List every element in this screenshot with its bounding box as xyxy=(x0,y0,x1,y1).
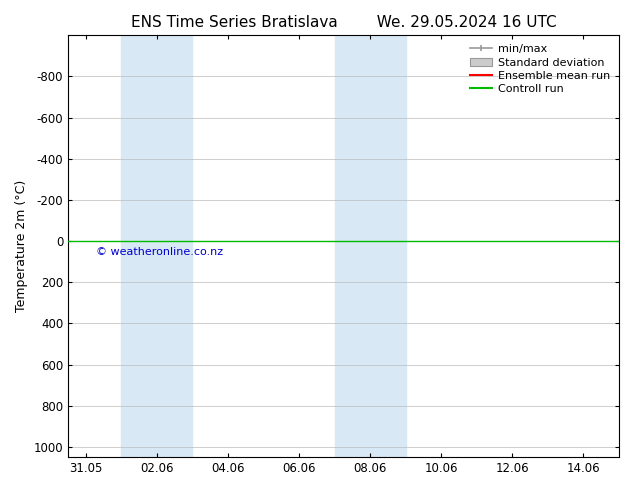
Text: © weatheronline.co.nz: © weatheronline.co.nz xyxy=(96,247,224,257)
Y-axis label: Temperature 2m (°C): Temperature 2m (°C) xyxy=(15,180,28,312)
Title: ENS Time Series Bratislava        We. 29.05.2024 16 UTC: ENS Time Series Bratislava We. 29.05.202… xyxy=(131,15,556,30)
Bar xyxy=(121,35,193,457)
Legend: min/max, Standard deviation, Ensemble mean run, Controll run: min/max, Standard deviation, Ensemble me… xyxy=(467,41,614,98)
Bar xyxy=(335,35,406,457)
